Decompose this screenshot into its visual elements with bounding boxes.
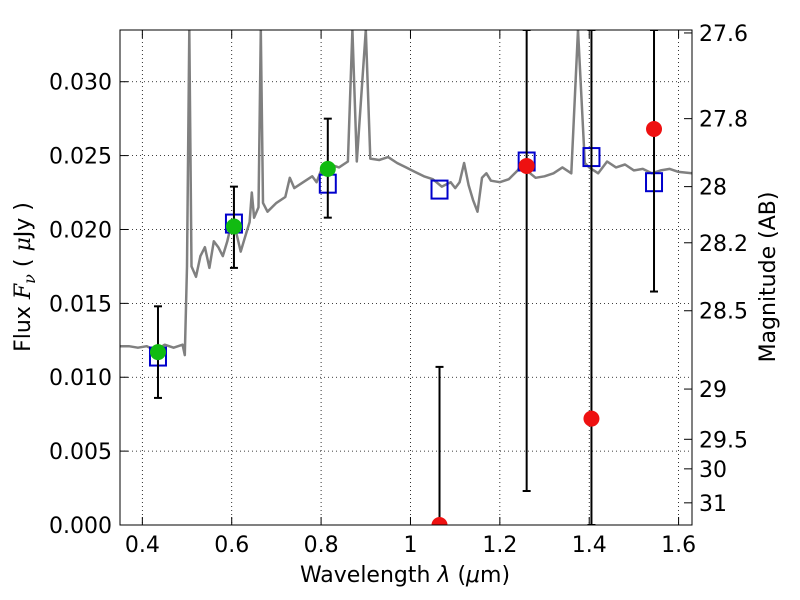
y-tick-label: 0.000	[49, 514, 112, 539]
model-square-marker	[430, 179, 449, 200]
flux-point-marker	[319, 160, 336, 177]
right-tick-label: 27.8	[699, 108, 748, 133]
right-tick-label: 28.2	[699, 232, 748, 257]
x-tick-label: 0.8	[304, 533, 339, 558]
x-tick-label: 0.4	[125, 533, 160, 558]
right-tick-label: 29	[699, 378, 727, 403]
right-tick-label: 28.5	[699, 300, 748, 325]
spectrum-line	[120, 30, 692, 357]
right-tick-label: 31	[699, 492, 727, 517]
y-tick-label: 0.005	[49, 440, 112, 465]
flux-point-marker	[646, 121, 663, 137]
x-tick-label: 1.2	[482, 533, 517, 558]
y-axis-label-right: Magnitude (AB)	[756, 192, 781, 363]
y-tick-label: 0.010	[49, 366, 112, 391]
flux-point-marker	[431, 517, 448, 525]
axes: 0.4 0.6 0.8 1 1.2 1.4 1.6 0.000 0.005 0.010 0.015 0…	[49, 22, 748, 558]
right-tick-label: 27.6	[699, 22, 748, 47]
x-tick-label: 1	[403, 533, 417, 558]
right-tick-label: 30	[699, 458, 727, 483]
right-tick-label: 28	[699, 176, 727, 201]
y-tick-label: 0.020	[49, 218, 112, 243]
plot-frame	[119, 29, 693, 526]
right-tick-label: 29.5	[699, 428, 748, 453]
y-tick-label: 0.015	[49, 292, 112, 317]
flux-point-marker	[583, 410, 600, 427]
y-tick-label: 0.025	[49, 145, 112, 170]
y-axis-label-left: Flux Fν ( μJy )	[11, 202, 39, 352]
flux-point-marker	[225, 218, 242, 235]
x-tick-label: 1.4	[572, 533, 607, 558]
grid	[120, 30, 692, 526]
plot-area	[120, 30, 692, 525]
x-tick-label: 0.6	[214, 533, 249, 558]
y-tick-label: 0.030	[49, 71, 112, 96]
x-axis-label: Wavelength λ (μm)	[300, 563, 510, 588]
flux-point-marker	[518, 157, 535, 174]
x-tick-label: 1.6	[661, 533, 696, 558]
flux-point-marker	[149, 344, 166, 361]
